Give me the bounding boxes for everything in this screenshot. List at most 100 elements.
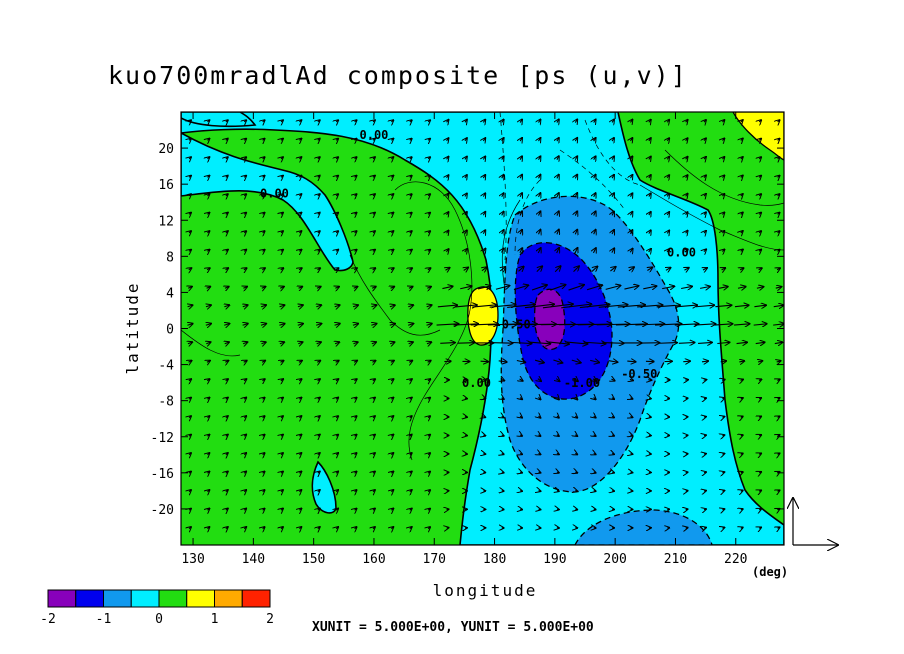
wind-vector (355, 194, 357, 196)
wind-vector (722, 212, 724, 214)
wind-vector (630, 120, 632, 123)
wind-vector (355, 120, 357, 122)
wind-vector (722, 435, 724, 436)
wind-vector (483, 120, 485, 123)
wind-vector (207, 416, 209, 418)
wind-vector (355, 231, 357, 233)
wind-vector (336, 120, 338, 122)
wind-vector (759, 472, 761, 473)
wind-vector (758, 361, 762, 362)
wind-vector (741, 231, 743, 233)
wind-vector (189, 194, 191, 196)
wind-vector (594, 472, 596, 473)
wind-vector (263, 453, 265, 455)
wind-vector (612, 435, 614, 436)
wind-vector (598, 305, 628, 308)
wind-vector (554, 266, 560, 273)
wind-vector (261, 342, 265, 344)
wind-vector (281, 231, 283, 233)
wind-vector (317, 342, 321, 344)
wind-vector (428, 453, 430, 455)
wind-vector (575, 138, 577, 141)
wind-vector (189, 509, 191, 511)
wind-vector (207, 490, 209, 492)
wind-vector (593, 248, 595, 253)
wind-vector (455, 305, 477, 307)
wind-vector (391, 176, 393, 178)
wind-vector (465, 193, 467, 196)
wind-vector (502, 435, 504, 436)
wind-vector (263, 435, 265, 437)
wind-vector (263, 398, 265, 400)
wind-vector (318, 120, 320, 122)
wind-vector (410, 379, 412, 381)
wind-vector (354, 361, 357, 363)
wind-vector (778, 453, 780, 454)
y-axis: 20 16 12 8 4 0 -4 -8 -12 -16 -20 (151, 142, 784, 518)
wind-vector (410, 398, 412, 400)
wind-vector (695, 305, 714, 307)
wind-vector (318, 435, 320, 437)
wind-vector (594, 491, 596, 492)
wind-vector (391, 139, 393, 141)
wind-vector (373, 472, 375, 474)
wind-vector (225, 342, 229, 344)
wind-vector (586, 285, 602, 291)
wind-vector (244, 231, 246, 233)
wind-vector (714, 324, 732, 325)
wind-vector (410, 139, 412, 141)
wind-vector (335, 342, 339, 344)
wind-vector (612, 454, 614, 455)
wind-vector (568, 285, 584, 291)
wind-vector (447, 175, 449, 178)
wind-vector (299, 139, 301, 141)
wind-vector (355, 157, 357, 159)
contour-labels: 0.00 0.00 0.00 0.00 -0.50 -1.00 -0.50 (260, 128, 696, 390)
wind-vector (373, 176, 375, 178)
wind-vector (553, 360, 562, 363)
wind-vector (778, 157, 780, 159)
wind-vector (355, 398, 357, 400)
wind-vector (520, 453, 522, 454)
wind-vector (353, 305, 358, 307)
wind-vector (280, 305, 285, 307)
x-tick-label: 220 (724, 552, 747, 567)
wind-vector (470, 324, 498, 325)
wind-vector (703, 268, 707, 270)
wind-vector (281, 268, 284, 270)
wind-vector (686, 138, 688, 140)
wind-vector (317, 361, 320, 363)
wind-vector (736, 342, 747, 343)
wind-vector (741, 194, 743, 196)
wind-vector (263, 231, 265, 233)
wind-vector (538, 397, 540, 399)
wind-vector (630, 175, 632, 178)
wind-vector (391, 157, 393, 159)
wind-vector (336, 213, 338, 215)
wind-vector (659, 343, 677, 344)
wind-vector (262, 287, 266, 289)
wind-vector (447, 212, 449, 215)
wind-vector (778, 435, 780, 436)
wind-vector (189, 453, 191, 455)
wind-vector (630, 398, 632, 399)
wind-vector (520, 138, 522, 141)
contour-label: 0.00 (360, 128, 389, 142)
wind-vector (477, 286, 490, 289)
wind-vector (299, 527, 301, 529)
wind-vector (759, 120, 761, 122)
wind-vector (447, 120, 449, 122)
wind-vector (539, 193, 541, 197)
wind-vector (391, 120, 393, 122)
wind-vector (244, 398, 246, 400)
wind-vector (722, 472, 724, 473)
wind-vector (318, 176, 320, 178)
wind-vector (464, 267, 468, 270)
wind-vector (281, 379, 283, 381)
y-tick-label: 16 (158, 178, 174, 193)
y-tick-label: -8 (158, 395, 174, 410)
wind-vector (244, 472, 246, 474)
wind-vector (372, 361, 375, 363)
wind-vector (741, 398, 743, 399)
wind-vector (355, 139, 357, 141)
